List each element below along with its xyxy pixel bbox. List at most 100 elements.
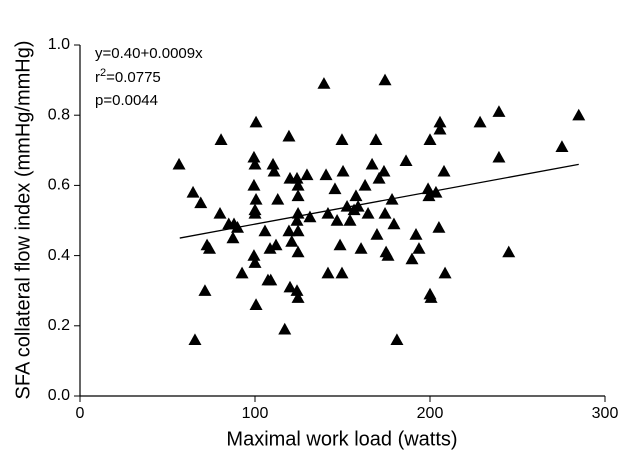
point [278, 322, 292, 335]
point [399, 154, 413, 167]
point [502, 245, 516, 258]
point [198, 284, 212, 296]
point [555, 140, 569, 152]
point [343, 214, 357, 226]
x-tick-label: 300 [592, 405, 619, 422]
point [321, 206, 335, 219]
point [290, 284, 304, 296]
point [188, 333, 202, 346]
point [333, 238, 347, 251]
point [303, 210, 317, 223]
point [432, 221, 446, 233]
point [290, 214, 304, 226]
point [291, 291, 305, 303]
x-tick-label: 200 [417, 405, 444, 422]
point [291, 178, 305, 191]
annotation: r2=0.0775 [95, 67, 161, 86]
point [361, 206, 375, 219]
point [330, 214, 344, 226]
point [473, 115, 487, 128]
y-tick-label: 0.4 [48, 247, 70, 264]
point [291, 189, 305, 202]
point [283, 280, 297, 293]
point [340, 199, 354, 212]
point [433, 122, 447, 135]
point [378, 206, 392, 219]
point [319, 168, 333, 181]
point [378, 73, 392, 86]
annotation: p=0.0044 [95, 92, 158, 109]
y-tick-label: 0.8 [48, 106, 70, 123]
point [328, 182, 342, 195]
point [247, 178, 261, 191]
point [351, 199, 365, 212]
point [264, 273, 278, 286]
point [247, 150, 261, 163]
point [213, 206, 227, 219]
point [390, 333, 404, 346]
point [572, 108, 586, 121]
point [492, 105, 506, 117]
x-axis-title: Maximal work load (watts) [226, 428, 457, 450]
point [492, 150, 506, 163]
y-tick-label: 0.6 [48, 177, 70, 194]
x-tick-label: 100 [242, 405, 269, 422]
point [412, 242, 426, 254]
annotation-part: =0.0775 [106, 69, 161, 86]
point [263, 242, 277, 254]
point [266, 157, 280, 170]
point [290, 171, 304, 184]
annotation-part: r [95, 69, 100, 86]
point [226, 231, 240, 244]
y-tick-label: 1.0 [48, 36, 70, 53]
point [214, 133, 228, 145]
point [249, 192, 263, 205]
point [387, 217, 401, 230]
y-tick-label: 0.2 [48, 317, 70, 334]
point [269, 238, 283, 251]
point [433, 115, 447, 128]
point [248, 157, 262, 170]
point [235, 266, 249, 279]
point [336, 164, 350, 177]
point [186, 185, 200, 198]
point [409, 228, 423, 240]
point [248, 256, 262, 268]
point [249, 298, 263, 310]
point [429, 185, 443, 198]
annotation-part: 2 [100, 67, 106, 79]
point [354, 242, 368, 254]
point [291, 245, 305, 258]
point [335, 266, 349, 279]
point [372, 171, 386, 184]
point [437, 164, 451, 177]
y-axis-title: SFA collateral flow index (mmHg/mmHg) [12, 41, 34, 400]
point [249, 115, 263, 128]
point [291, 224, 305, 237]
point [422, 189, 436, 202]
point [317, 77, 331, 89]
point [349, 189, 363, 202]
point [321, 266, 335, 279]
point [285, 235, 299, 247]
fit-line [179, 163, 579, 239]
point [370, 228, 384, 240]
point [300, 168, 314, 181]
point [423, 133, 437, 145]
point [267, 164, 281, 177]
point [194, 196, 208, 209]
point [405, 252, 419, 265]
point [248, 206, 262, 219]
point [271, 192, 285, 205]
point [358, 178, 372, 191]
point [424, 291, 438, 303]
point [172, 157, 186, 170]
point [335, 133, 349, 145]
point [247, 249, 261, 261]
point [381, 249, 395, 261]
point [282, 224, 296, 237]
x-tick-label: 0 [76, 405, 85, 422]
annotation: y=0.40+0.0009x [95, 45, 203, 62]
point [258, 224, 272, 237]
